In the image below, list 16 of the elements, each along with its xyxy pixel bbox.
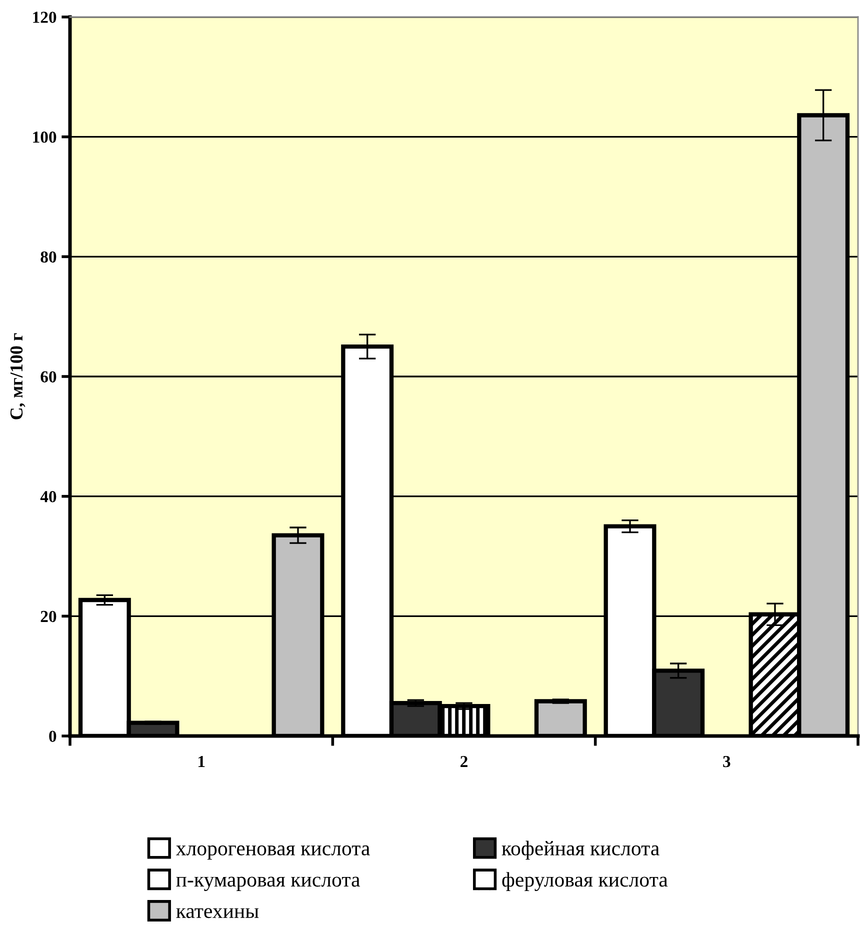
- y-axis-title: C, мг/100 г: [10, 333, 26, 420]
- y-tick-label: 60: [40, 371, 56, 382]
- y-tick-label: 100: [33, 132, 56, 143]
- y-tick-label: 0: [49, 730, 56, 742]
- y-tick-label: 20: [40, 610, 56, 622]
- x-tick-label: 3: [723, 756, 730, 768]
- x-tick-label: 2: [460, 756, 468, 768]
- y-tick-label: 120: [33, 12, 56, 23]
- legend-label: феруловая кислота: [502, 872, 668, 892]
- legend-label: катехины: [176, 908, 259, 918]
- y-tick-label: 80: [40, 251, 56, 263]
- x-tick-label: 1: [198, 756, 205, 768]
- legend-label: кофейная кислота: [502, 840, 660, 860]
- legend-label: п-кумаровая кислота: [176, 876, 360, 892]
- y-tick-label: 40: [40, 491, 56, 502]
- legend-label: хлорогеновая кислота: [176, 845, 370, 860]
